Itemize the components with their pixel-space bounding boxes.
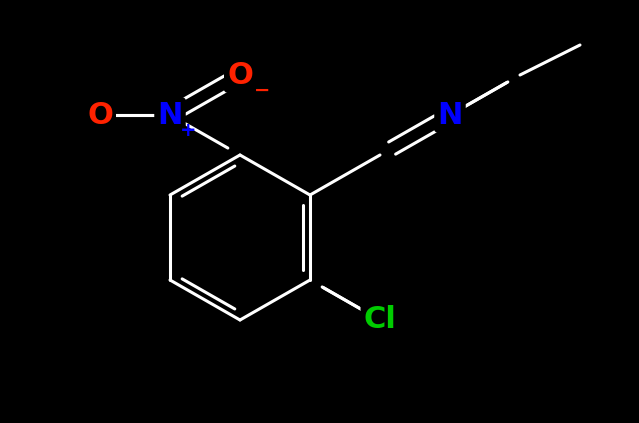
Text: N: N bbox=[157, 101, 183, 129]
Text: O: O bbox=[227, 60, 253, 90]
Text: +: + bbox=[180, 121, 196, 140]
Text: O: O bbox=[87, 101, 113, 129]
Text: Cl: Cl bbox=[364, 305, 396, 335]
Text: N: N bbox=[437, 101, 463, 129]
Text: −: − bbox=[254, 80, 270, 99]
